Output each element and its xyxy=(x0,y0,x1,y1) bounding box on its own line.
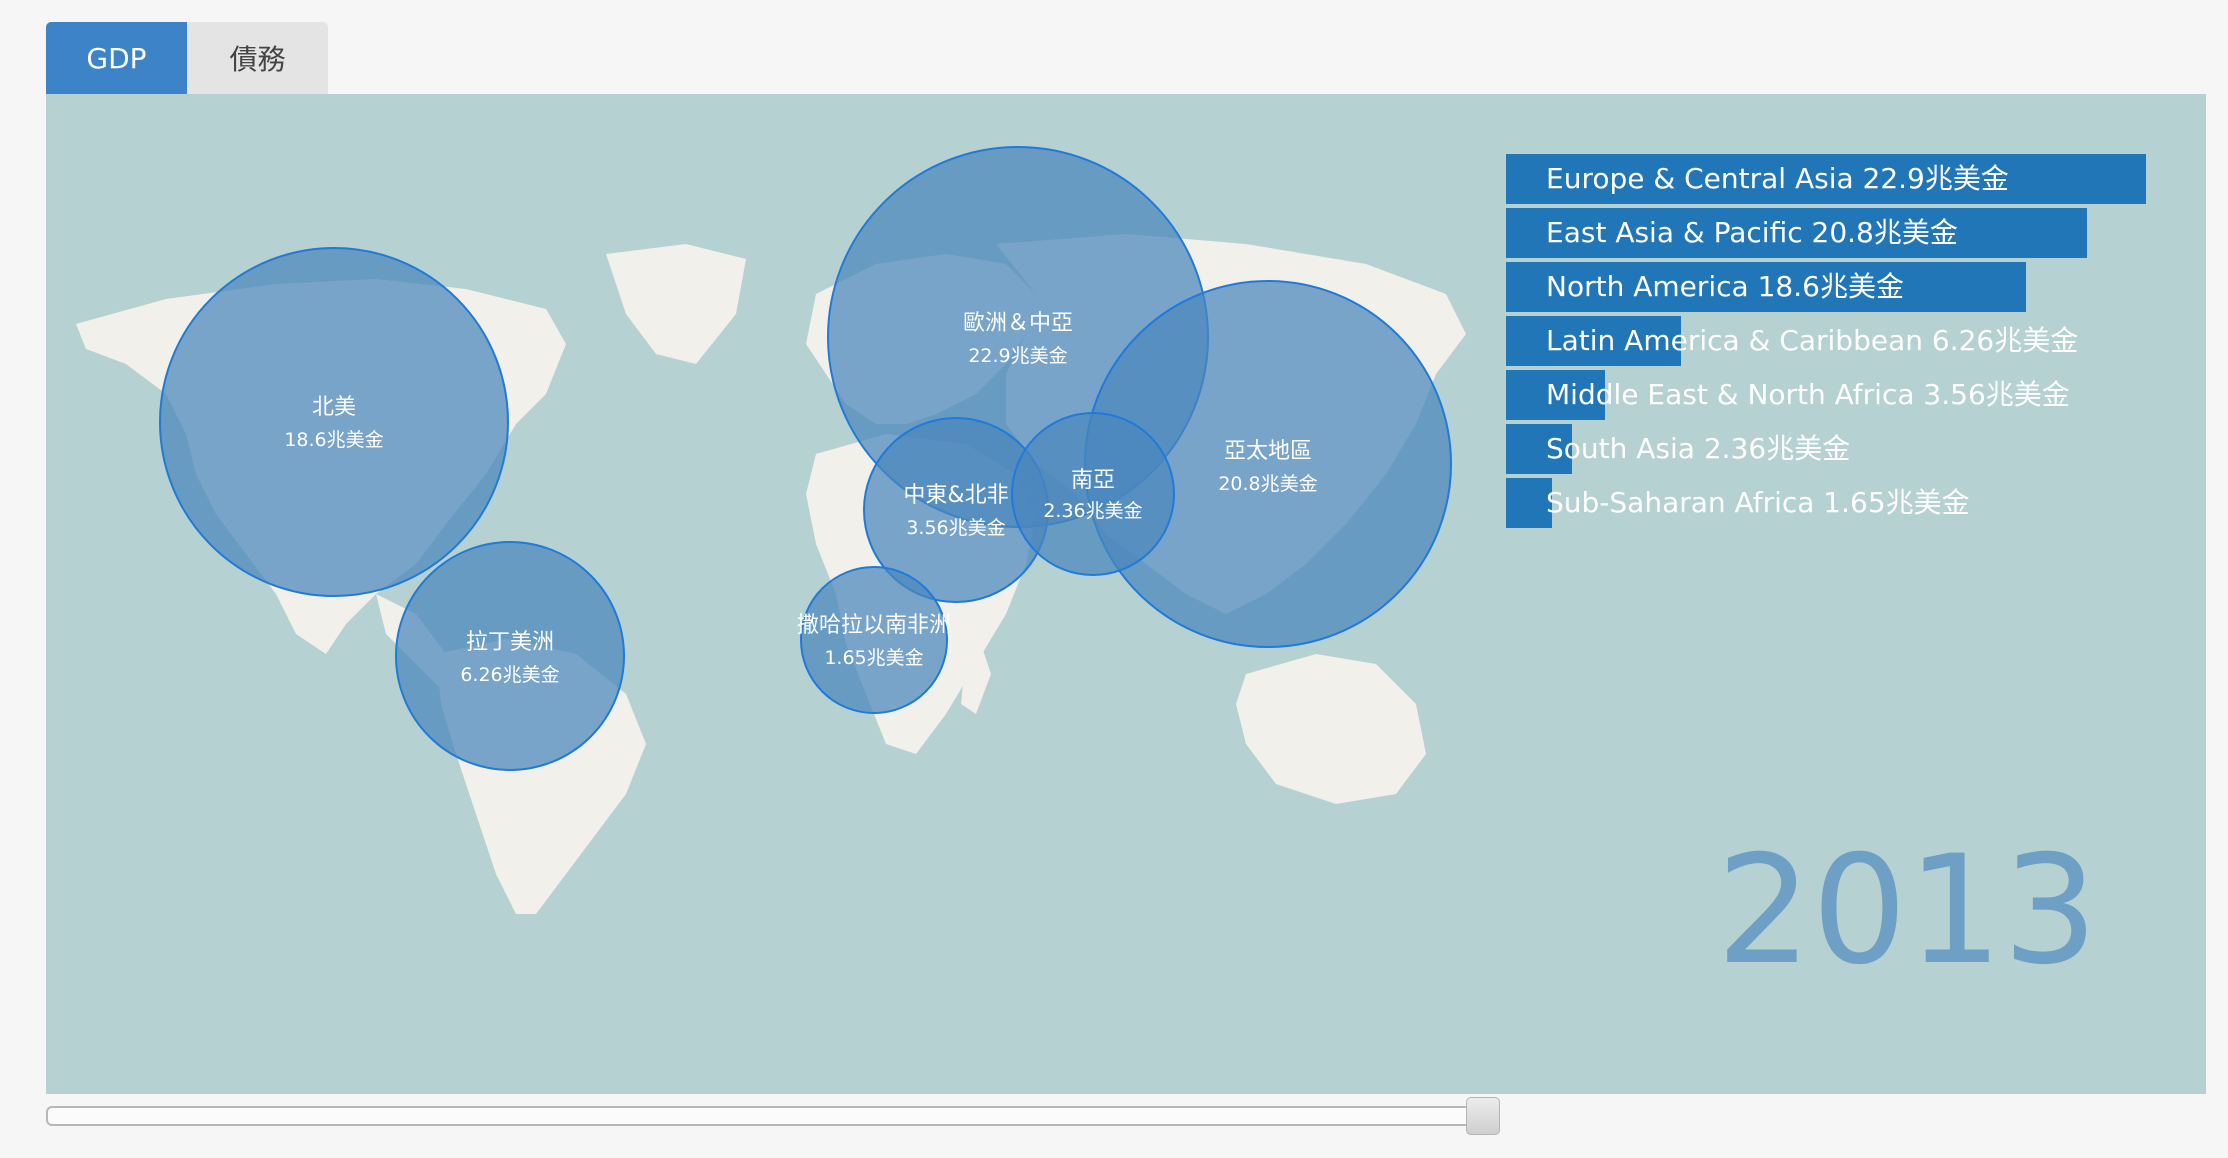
year-slider-track[interactable] xyxy=(46,1106,1498,1126)
bubble-label-name: 亞太地區 xyxy=(1224,439,1312,464)
bubble-south-asia[interactable] xyxy=(1011,412,1175,576)
tab-debt[interactable]: 債務 xyxy=(187,22,328,94)
bubble-label-name: 中東&北非 xyxy=(903,483,1008,508)
bar[interactable] xyxy=(1506,370,1605,420)
bubble-label-value: 18.6兆美金 xyxy=(284,429,383,451)
metric-tabs: GDP 債務 xyxy=(46,22,328,94)
year-slider-thumb[interactable] xyxy=(1466,1097,1500,1135)
bubble-label-name: 南亞 xyxy=(1071,468,1115,493)
bubble-label-value: 22.9兆美金 xyxy=(968,345,1067,367)
bubble-north-america[interactable] xyxy=(159,247,509,597)
tab-gdp[interactable]: GDP xyxy=(46,22,187,94)
bar-label: Middle East & North Africa 3.56兆美金 xyxy=(1546,378,2070,411)
bar-label: Latin America & Caribbean 6.26兆美金 xyxy=(1546,324,2079,357)
bubble-label-name: 北美 xyxy=(312,395,356,420)
bubble-sub-saharan-africa[interactable] xyxy=(800,566,948,714)
bar[interactable] xyxy=(1506,262,2026,312)
bubble-latin-america[interactable] xyxy=(395,541,625,771)
region-bubbles xyxy=(159,146,1452,771)
bar[interactable] xyxy=(1506,316,1681,366)
bubble-label-name: 撒哈拉以南非洲 xyxy=(797,613,951,638)
bubble-label-value: 2.36兆美金 xyxy=(1043,500,1142,522)
land-australia xyxy=(1236,654,1426,804)
bar-label: East Asia & Pacific 20.8兆美金 xyxy=(1546,216,1958,249)
bubble-label-name: 歐洲＆中亞 xyxy=(963,311,1073,336)
bubble-labels: 北美 18.6兆美金 拉丁美洲 6.26兆美金 歐洲＆中亞 22.9兆美金 中東… xyxy=(284,311,1317,686)
bar-label: North America 18.6兆美金 xyxy=(1546,270,1904,303)
land-madagascar xyxy=(961,644,991,714)
land-greenland xyxy=(606,244,746,364)
bar[interactable] xyxy=(1506,478,1552,528)
bubble-label-value: 20.8兆美金 xyxy=(1218,473,1317,495)
bar-label: Europe & Central Asia 22.9兆美金 xyxy=(1546,162,2009,195)
bar-label: Sub-Saharan Africa 1.65兆美金 xyxy=(1546,486,1970,519)
bar[interactable] xyxy=(1506,154,2146,204)
bar-label: South Asia 2.36兆美金 xyxy=(1546,432,1851,465)
bubble-label-value: 6.26兆美金 xyxy=(460,664,559,686)
bubble-label-value: 3.56兆美金 xyxy=(906,517,1005,539)
bubble-label-name: 拉丁美洲 xyxy=(466,630,554,655)
year-label: 2013 xyxy=(1716,824,2098,998)
bar[interactable] xyxy=(1506,424,1572,474)
bar[interactable] xyxy=(1506,208,2087,258)
world-map-panel: 北美 18.6兆美金 拉丁美洲 6.26兆美金 歐洲＆中亞 22.9兆美金 中東… xyxy=(46,94,2206,1094)
bubble-label-value: 1.65兆美金 xyxy=(824,647,923,669)
world-map: 北美 18.6兆美金 拉丁美洲 6.26兆美金 歐洲＆中亞 22.9兆美金 中東… xyxy=(76,146,1466,914)
